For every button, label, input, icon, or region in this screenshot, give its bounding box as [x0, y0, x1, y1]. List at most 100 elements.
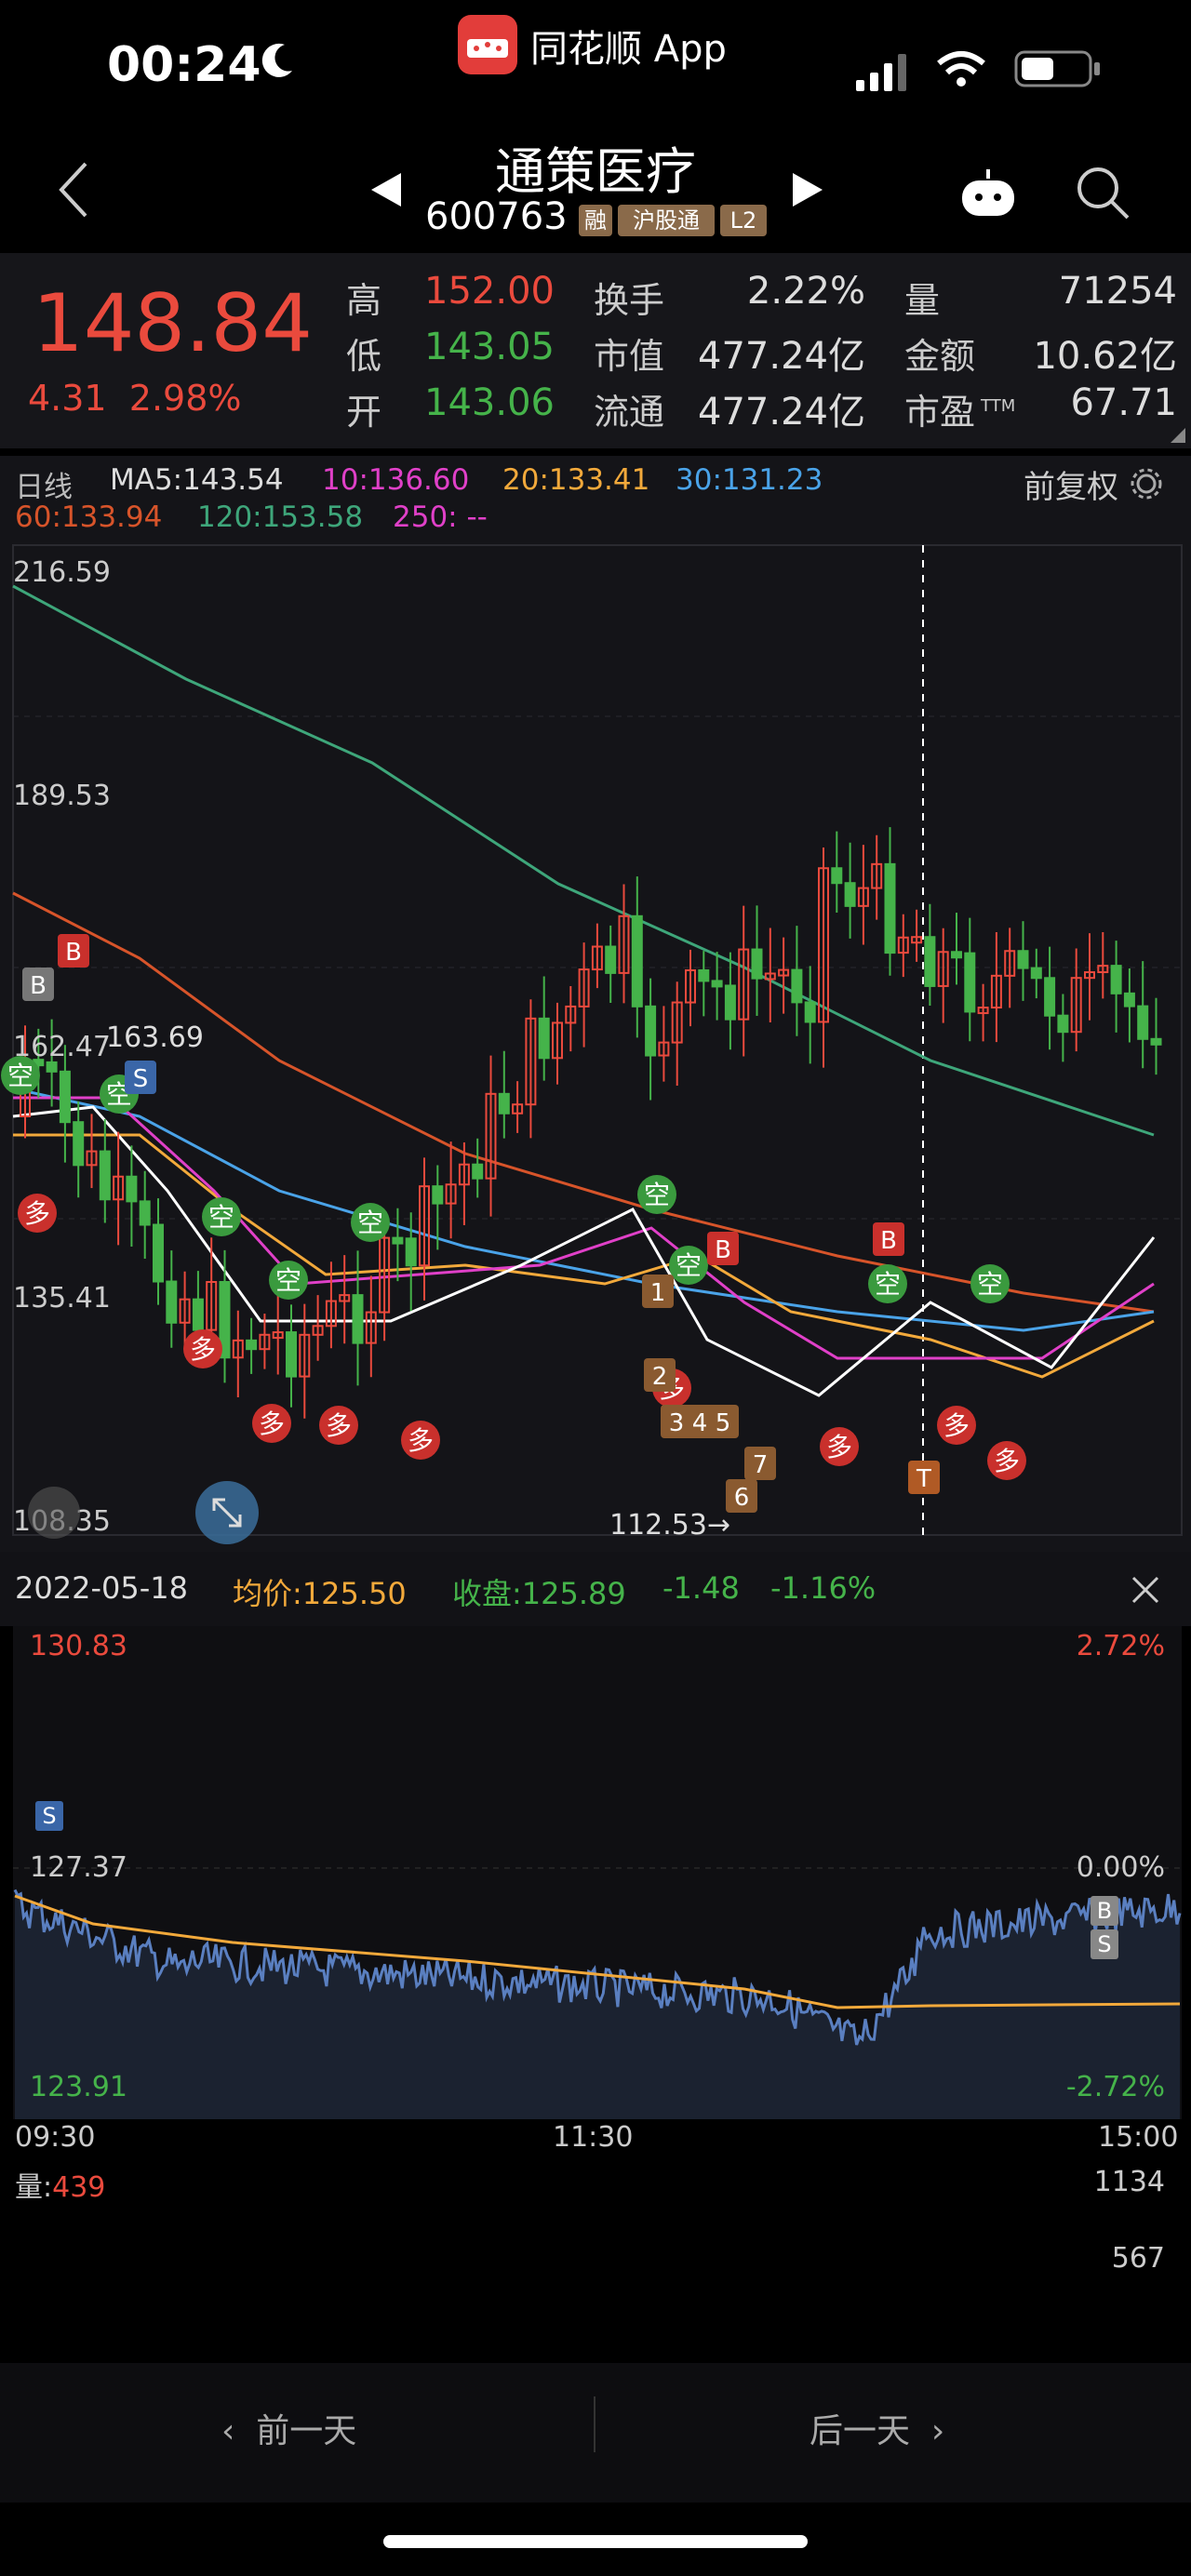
candle-body	[232, 1339, 244, 1359]
open-value: 143.06	[424, 381, 555, 424]
short-signal-marker	[868, 1264, 907, 1303]
long-signal-marker	[401, 1421, 440, 1460]
count-marker	[744, 1447, 776, 1480]
candle-body	[1017, 950, 1029, 969]
next-stock-icon[interactable]	[789, 169, 826, 210]
candle-body	[897, 936, 909, 954]
chevron-right-icon: ›	[910, 2412, 945, 2450]
long-signal-marker-label: 多	[24, 1198, 50, 1229]
candle-body	[831, 867, 843, 885]
fullscreen-button[interactable]	[195, 1481, 259, 1544]
draw-tool-button[interactable]	[28, 1487, 80, 1539]
candle-body	[1057, 1014, 1069, 1034]
prev-day-button[interactable]: ‹ 前一天	[221, 2412, 357, 2450]
mktcap-label: 市值	[594, 336, 665, 377]
buy-signal-marker	[58, 934, 89, 968]
candle-body	[312, 1325, 324, 1336]
candle-body	[818, 867, 829, 1023]
candle-body	[166, 1280, 178, 1324]
candle-body	[512, 1103, 524, 1114]
volume-label: 量	[904, 280, 941, 321]
amount-value: 10.62亿	[1033, 335, 1177, 378]
candle-body	[764, 972, 776, 981]
search-icon[interactable]	[1074, 164, 1133, 223]
candle-body	[126, 1175, 138, 1203]
battery-icon	[1014, 50, 1100, 87]
short-signal-marker	[351, 1203, 390, 1242]
candle-body	[724, 984, 736, 1021]
low-marker: 112.53→	[609, 1509, 731, 1542]
y-label-1: 216.59	[13, 556, 111, 589]
candle-body	[751, 948, 763, 980]
candle-body	[392, 1236, 404, 1245]
y-label-4: 135.41	[13, 1282, 111, 1315]
next-day-button[interactable]: 后一天 ›	[810, 2412, 945, 2450]
l2-tag: L2	[720, 205, 767, 236]
expand-corner-icon[interactable]	[1171, 428, 1185, 443]
candle-body	[658, 1041, 670, 1057]
kline-chart[interactable]: 多多多多多多多多多空空空空空空空空空BBSBBT1234567	[0, 540, 1191, 1544]
turnover-value: 2.22%	[746, 270, 865, 313]
long-signal-marker	[820, 1427, 859, 1466]
intraday-change: -1.48	[662, 1570, 740, 1606]
close-icon[interactable]	[1130, 1574, 1161, 1606]
candle-body	[246, 1339, 258, 1351]
price-area	[15, 1889, 1180, 2119]
y-label-2: 189.53	[13, 780, 111, 812]
long-signal-marker	[183, 1329, 222, 1368]
candle-body	[352, 1294, 364, 1344]
intraday-change-pct: -1.16%	[770, 1570, 877, 1606]
intraday-y-high: 130.83	[30, 1630, 127, 1662]
open-label: 开	[346, 392, 382, 433]
prev-stock-icon[interactable]	[368, 169, 405, 210]
sell-signal-label: S	[42, 1803, 56, 1829]
chart-frame	[12, 544, 1183, 1536]
amount-label: 金额	[904, 336, 976, 377]
candle-body	[565, 1005, 577, 1024]
avg-line	[14, 1894, 1181, 2009]
ma30-value: 30:131.23	[676, 463, 823, 497]
intraday-y-low: 123.91	[30, 2071, 127, 2103]
sell-signal-marker-label: S	[133, 1065, 149, 1093]
candle-body	[911, 936, 923, 944]
candle-body	[525, 1017, 537, 1106]
ma10-line	[13, 1096, 1155, 1360]
intraday-pct-high: 2.72%	[1076, 1630, 1165, 1662]
price-change: 4.31 2.98%	[28, 378, 242, 419]
long-signal-marker-label: 多	[408, 1425, 434, 1456]
period-label[interactable]: 日线	[15, 471, 73, 504]
short-signal-marker	[970, 1264, 1010, 1303]
intraday-pct-mid: 0.00%	[1076, 1851, 1165, 1884]
candle-body	[498, 1092, 510, 1114]
nav-divider	[594, 2396, 596, 2452]
sell-signal-label: S	[1097, 1931, 1111, 1957]
long-signal-marker	[987, 1441, 1026, 1480]
volume-label: 量:439	[15, 2171, 106, 2204]
long-signal-marker-label: 多	[826, 1432, 852, 1462]
candle-body	[738, 948, 750, 1021]
gear-icon[interactable]	[1128, 465, 1165, 502]
app-name: 同花顺 App	[530, 28, 727, 71]
short-signal-marker-label: 空	[875, 1269, 901, 1300]
adjust-label[interactable]: 前复权	[1024, 469, 1118, 506]
time-start: 09:30	[15, 2121, 96, 2154]
back-icon[interactable]	[56, 160, 93, 220]
ma20-line	[13, 1133, 1155, 1379]
candle-body	[871, 862, 883, 889]
candle-body	[1110, 965, 1122, 994]
float-label: 流通	[594, 392, 665, 433]
candle-body	[419, 1185, 430, 1267]
candle-body	[259, 1333, 271, 1351]
count-marker-label: 1	[650, 1279, 666, 1307]
candle-body	[631, 914, 643, 1008]
mktcap-value: 477.24亿	[698, 335, 865, 378]
robot-icon[interactable]	[958, 166, 1018, 221]
high-marker: 163.69	[106, 1021, 204, 1054]
count-marker-label: 4	[692, 1409, 708, 1437]
candle-body	[299, 1333, 311, 1378]
connect-tag: 沪股通	[618, 205, 715, 236]
intraday-chart[interactable]: SBS	[0, 1626, 1191, 2147]
intraday-header	[0, 1552, 1191, 1626]
candle-body	[405, 1237, 417, 1267]
low-value: 143.05	[424, 326, 555, 368]
